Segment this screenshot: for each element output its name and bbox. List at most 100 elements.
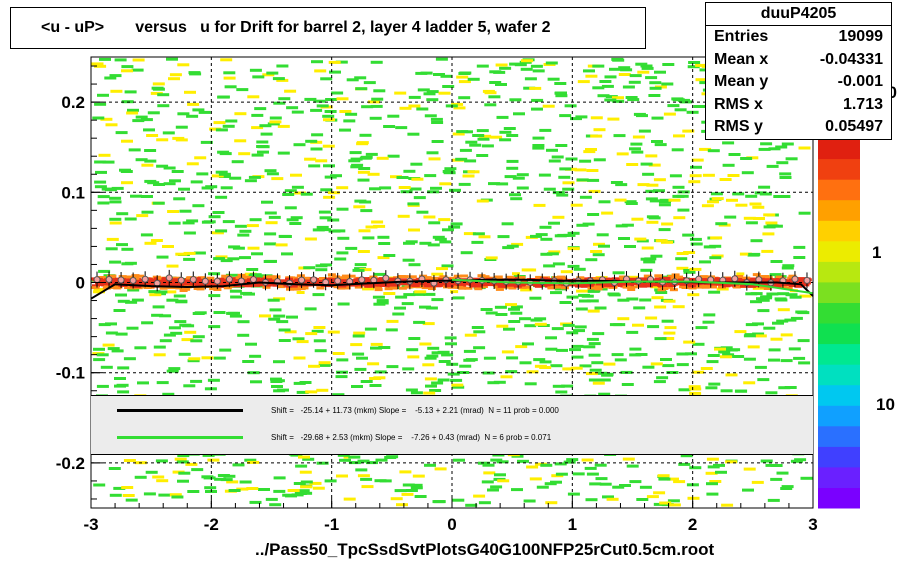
heatmap-cell xyxy=(574,168,587,172)
heatmap-cell xyxy=(228,245,241,249)
palette-band xyxy=(818,158,860,180)
heatmap-cell xyxy=(734,330,747,334)
heatmap-cell xyxy=(465,140,478,144)
heatmap-cell xyxy=(141,210,154,214)
heatmap-cell xyxy=(136,274,145,278)
heatmap-cell xyxy=(260,132,273,136)
heatmap-cell xyxy=(512,176,525,180)
heatmap-cell xyxy=(547,77,560,81)
heatmap-cell xyxy=(435,57,448,61)
heatmap-cell xyxy=(357,170,370,174)
heatmap-cell xyxy=(781,283,789,286)
heatmap-cell xyxy=(402,367,415,371)
heatmap-cell xyxy=(445,284,454,288)
heatmap-cell xyxy=(718,350,731,354)
heatmap-cell xyxy=(458,80,471,84)
heatmap-cell xyxy=(514,63,527,67)
heatmap-cell xyxy=(352,280,361,283)
heatmap-cell xyxy=(383,292,396,295)
heatmap-cell xyxy=(135,115,148,119)
heatmap-cell xyxy=(153,353,166,357)
heatmap-cell xyxy=(316,286,325,290)
heatmap-cell xyxy=(210,282,219,286)
heatmap-cell xyxy=(460,251,473,255)
heatmap-cell xyxy=(661,240,673,244)
heatmap-cell xyxy=(552,262,565,266)
heatmap-cell xyxy=(220,259,233,263)
heatmap-cell xyxy=(278,339,291,342)
heatmap-cell xyxy=(230,295,243,299)
heatmap-cell xyxy=(775,275,784,279)
heatmap-cell xyxy=(545,336,557,340)
heatmap-cell xyxy=(522,342,534,346)
heatmap-cell xyxy=(303,266,316,270)
heatmap-cell xyxy=(296,274,305,278)
heatmap-cell xyxy=(316,388,329,392)
heatmap-cell xyxy=(790,459,803,463)
heatmap-cell xyxy=(437,378,450,382)
heatmap-cell xyxy=(590,134,603,138)
heatmap-cell xyxy=(314,69,327,73)
heatmap-cell xyxy=(617,298,630,302)
heatmap-cell xyxy=(550,291,562,295)
heatmap-cell xyxy=(793,245,806,249)
heatmap-cell xyxy=(639,485,652,489)
heatmap-cell xyxy=(182,324,195,328)
heatmap-cell xyxy=(208,325,221,329)
heatmap-cell xyxy=(531,98,544,102)
heatmap-cell xyxy=(706,492,719,496)
heatmap-cell xyxy=(601,283,609,287)
heatmap-cell xyxy=(313,99,326,103)
heatmap-cell xyxy=(358,229,371,233)
heatmap-cell xyxy=(333,229,346,233)
heatmap-cell xyxy=(111,349,124,353)
heatmap-cell xyxy=(503,127,516,130)
heatmap-cell xyxy=(271,177,284,181)
heatmap-cell xyxy=(124,217,137,221)
heatmap-cell xyxy=(688,180,701,184)
heatmap-cell xyxy=(490,458,503,462)
heatmap-cell xyxy=(533,358,546,362)
heatmap-cell xyxy=(552,215,565,219)
heatmap-cell xyxy=(787,276,796,280)
heatmap-cell xyxy=(590,250,603,253)
heatmap-cell xyxy=(460,274,469,278)
heatmap-cell xyxy=(779,176,792,179)
heatmap-cell xyxy=(121,181,133,185)
heatmap-cell xyxy=(745,194,758,198)
heatmap-cell xyxy=(337,302,350,306)
heatmap-cell xyxy=(255,278,264,282)
heatmap-cell xyxy=(206,276,215,280)
heatmap-cell xyxy=(546,252,559,256)
heatmap-cell xyxy=(708,290,721,294)
heatmap-cell xyxy=(513,112,525,116)
heatmap-cell xyxy=(300,286,309,290)
palette-band xyxy=(818,179,860,201)
heatmap-cell xyxy=(631,150,644,154)
heatmap-cell xyxy=(256,275,269,278)
heatmap-cell xyxy=(108,279,117,283)
heatmap-cell xyxy=(323,118,335,122)
heatmap-cell xyxy=(621,383,634,386)
heatmap-cell xyxy=(494,305,507,309)
heatmap-cell xyxy=(177,63,190,67)
heatmap-cell xyxy=(207,458,220,462)
heatmap-cell xyxy=(359,156,372,160)
heatmap-cell xyxy=(308,364,320,368)
heatmap-cell xyxy=(607,117,620,121)
heatmap-cell xyxy=(663,299,676,303)
heatmap-cell xyxy=(465,503,478,507)
heatmap-cell xyxy=(211,174,224,178)
heatmap-cell xyxy=(570,117,582,121)
heatmap-cell xyxy=(477,274,486,278)
heatmap-cell xyxy=(312,293,325,297)
heatmap-cell xyxy=(715,470,727,474)
palette-band xyxy=(818,323,860,345)
heatmap-cell xyxy=(601,372,614,376)
profile-point xyxy=(310,276,318,284)
heatmap-cell xyxy=(277,285,286,289)
heatmap-cell xyxy=(336,207,349,211)
heatmap-cell xyxy=(540,463,553,467)
heatmap-cell xyxy=(224,85,237,89)
heatmap-cell xyxy=(686,278,695,281)
